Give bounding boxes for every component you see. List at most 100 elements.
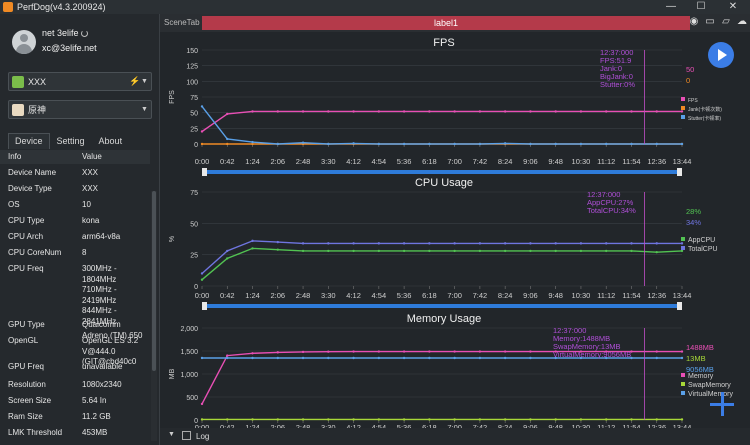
slider-handle-right[interactable] — [677, 302, 682, 310]
data-point — [503, 110, 507, 113]
x-tick-label: 1:24 — [245, 157, 260, 166]
user-panel: net 3elife xc@3elife.net — [8, 26, 158, 66]
data-point — [605, 356, 608, 360]
series-line — [201, 105, 682, 145]
data-point — [579, 242, 583, 245]
close-button[interactable]: ✕ — [728, 1, 738, 12]
data-point — [327, 350, 330, 353]
time-range-slider[interactable] — [202, 304, 682, 308]
info-value: 5.64 In — [82, 396, 107, 405]
device-select[interactable]: XXX ⚡ ▼ — [8, 72, 152, 91]
app-select[interactable]: 原神 ▼ — [8, 100, 152, 119]
data-point — [200, 130, 204, 133]
scene-label-tab[interactable]: label1 — [202, 16, 690, 30]
x-tick-label: 7:00 — [447, 157, 462, 166]
x-tick-label: 6:18 — [422, 157, 437, 166]
data-point — [327, 249, 330, 253]
tooltip-line: AppCPU:27% — [587, 198, 634, 207]
current-value: 1488MB — [686, 343, 714, 352]
cloud-icon[interactable]: ☁ — [737, 16, 747, 27]
slider-handle-left[interactable] — [202, 302, 207, 310]
data-point — [428, 110, 431, 113]
log-checkbox[interactable] — [182, 431, 191, 440]
chart-2: Memory Usage MB 0 500 1,000 1,500 2,000 0:00 0:4… — [169, 313, 733, 428]
data-point — [453, 242, 456, 245]
info-scrollbar[interactable] — [151, 191, 157, 441]
data-point — [529, 110, 532, 113]
data-point — [529, 356, 532, 360]
y-axis-label: % — [169, 236, 176, 242]
data-point — [251, 140, 254, 144]
collapse-icon[interactable]: ▼ — [168, 431, 175, 438]
data-point — [276, 356, 279, 360]
avatar[interactable] — [12, 30, 36, 54]
info-value: 1080x2340 — [82, 380, 122, 389]
data-point — [327, 356, 330, 360]
chart-0: FPS FPS 0 25 50 75 100 125 150 0:00 0:42 1:24 2:06 2:… — [169, 37, 722, 176]
legend-swatch — [681, 115, 685, 119]
tooltip-line: Stutter:0% — [600, 80, 635, 89]
tooltip-line: 12:37:000 — [600, 48, 633, 57]
location-icon[interactable]: ◉ — [689, 16, 699, 27]
x-tick-label: 7:42 — [473, 423, 488, 428]
tooltip-line: 12:37:000 — [553, 326, 586, 335]
tab-setting[interactable]: Setting — [56, 136, 85, 146]
data-point — [529, 249, 532, 253]
info-key: Ram Size — [8, 412, 43, 421]
y-tick-label: 75 — [190, 190, 198, 197]
data-point — [630, 110, 633, 113]
current-value: 13MB — [686, 354, 706, 363]
data-point — [680, 350, 684, 353]
y-tick-label: 50 — [190, 221, 198, 228]
tab-about[interactable]: About — [98, 136, 123, 146]
y-axis-label: FPS — [169, 90, 176, 104]
data-point — [301, 350, 305, 354]
data-point — [680, 242, 684, 245]
x-tick-label: 12:36 — [647, 291, 666, 300]
folder-icon[interactable]: ▭ — [705, 16, 715, 27]
time-range-slider[interactable] — [202, 170, 682, 174]
add-chart-button[interactable] — [710, 392, 734, 416]
info-key: GPU Type — [8, 320, 45, 329]
data-point — [301, 249, 305, 253]
x-tick-label: 10:30 — [572, 291, 591, 300]
data-point — [327, 242, 330, 245]
data-point — [377, 356, 381, 360]
data-point — [200, 105, 204, 108]
data-point — [554, 356, 557, 360]
tab-device[interactable]: Device — [8, 133, 50, 149]
x-tick-label: 13:44 — [673, 423, 692, 428]
chevron-down-icon: ▼ — [141, 78, 148, 85]
y-tick-label: 50 — [190, 111, 198, 118]
data-point — [200, 418, 204, 421]
info-key: CPU Freq — [8, 264, 44, 273]
minimize-button[interactable]: — — [666, 1, 676, 12]
y-tick-label: 25 — [190, 126, 198, 133]
legend-swatch — [681, 391, 685, 395]
x-tick-label: 11:12 — [597, 291, 615, 300]
x-tick-label: 3:30 — [321, 157, 336, 166]
legend-label: Memory — [688, 373, 714, 380]
data-point — [352, 110, 355, 113]
info-key: CPU Arch — [8, 232, 44, 241]
x-tick-label: 0:00 — [195, 423, 210, 428]
data-point — [453, 350, 456, 353]
data-point — [554, 242, 557, 245]
series-line — [201, 110, 682, 133]
play-button[interactable] — [708, 42, 734, 68]
series-line — [201, 240, 682, 275]
scrollbar-thumb[interactable] — [152, 191, 156, 371]
slider-handle-right[interactable] — [677, 168, 682, 176]
data-point — [352, 249, 355, 253]
toolbar-icons: ◉ ▭ ▱ ☁ — [688, 16, 748, 28]
power-icon[interactable] — [80, 30, 88, 37]
data-point — [453, 249, 456, 253]
data-point — [680, 356, 684, 360]
maximize-button[interactable]: ☐ — [696, 1, 706, 12]
legend-swatch — [681, 106, 685, 110]
x-tick-label: 2:48 — [296, 423, 311, 428]
data-point — [276, 351, 279, 354]
folder-open-icon[interactable]: ▱ — [722, 16, 730, 27]
slider-handle-left[interactable] — [202, 168, 207, 176]
data-point — [226, 249, 229, 253]
